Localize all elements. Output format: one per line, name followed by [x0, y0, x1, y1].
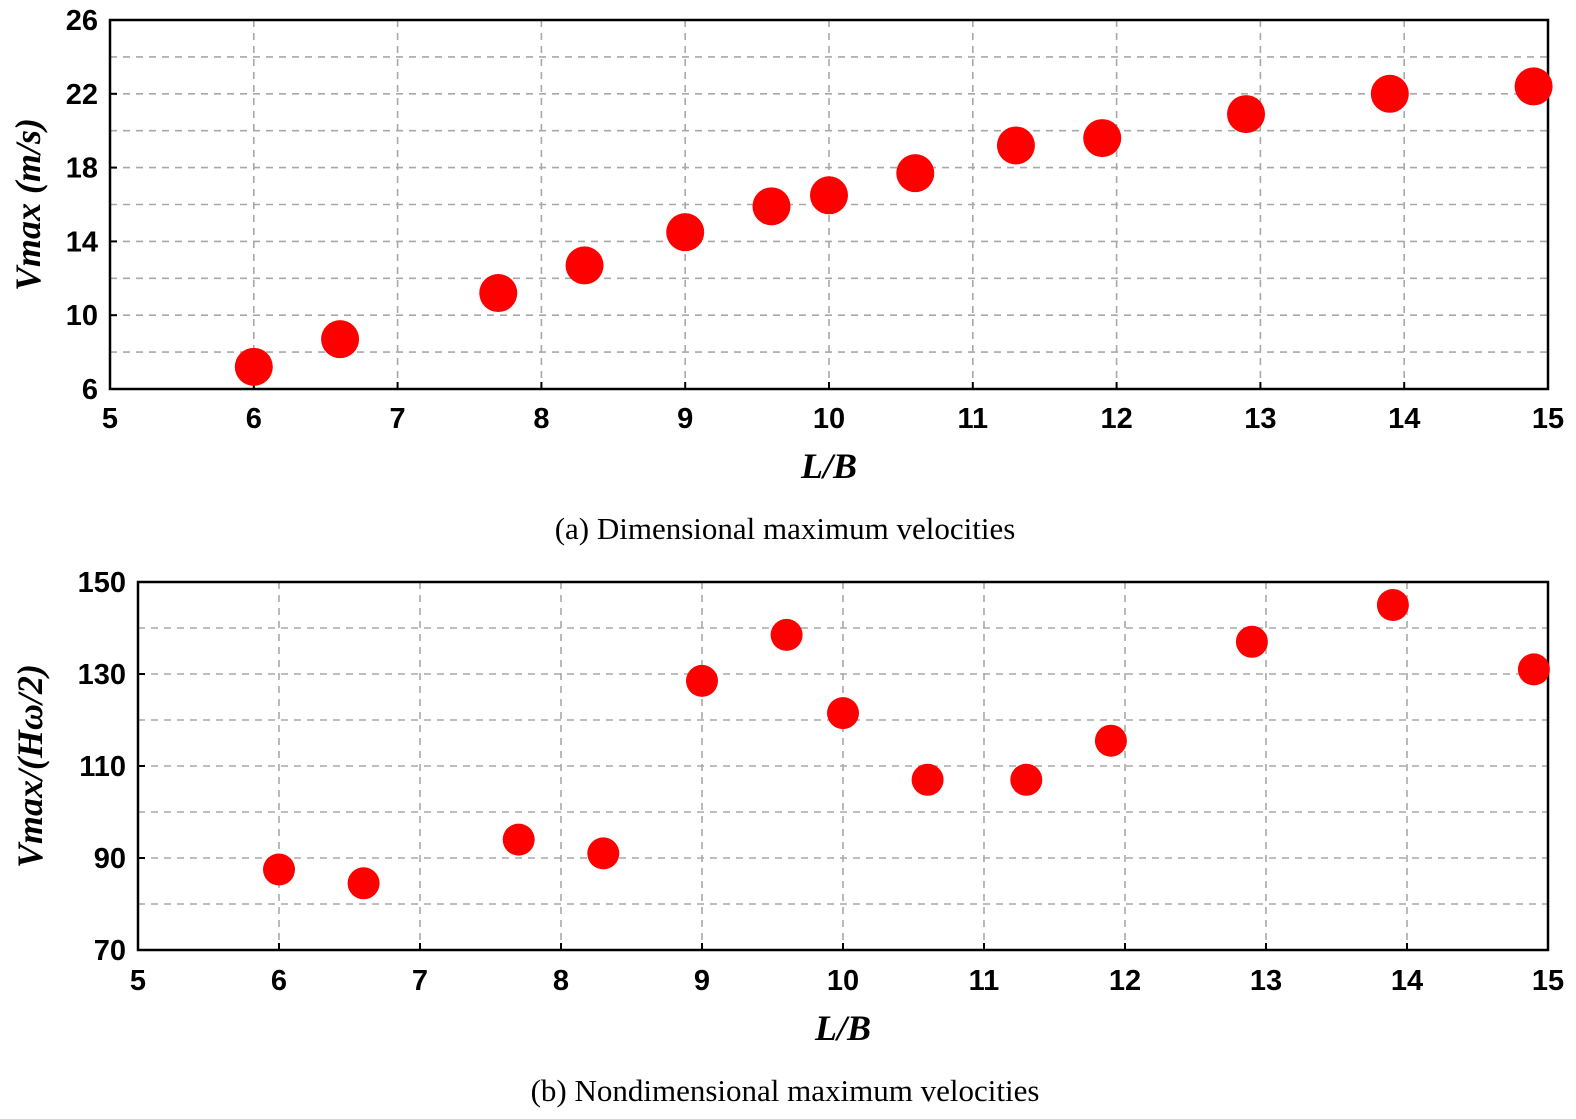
x-tick-label: 15	[1532, 965, 1564, 997]
chart-panel-b: 5 6 7 8 9 10 11 12 13 14 15 70 90 110 130 150 L/B Vmax/(H…	[10, 567, 1564, 1108]
data-point	[347, 867, 380, 900]
y-tick-label: 26	[66, 5, 98, 37]
x-tick-label: 5	[130, 965, 146, 997]
x-tick-label: 14	[1388, 403, 1420, 435]
data-point	[752, 187, 791, 226]
data-point	[1227, 95, 1266, 134]
y-tick-label: 90	[94, 843, 126, 875]
grid-lines	[110, 20, 1548, 389]
data-point	[827, 697, 859, 730]
y-axis-label: Vmax/(Hω/2)	[10, 664, 50, 868]
data-point	[1010, 763, 1043, 796]
x-tick-label: 10	[827, 965, 859, 997]
grid-lines	[138, 582, 1548, 950]
x-tick-label: 9	[694, 965, 710, 997]
y-tick-label: 70	[94, 935, 126, 967]
y-tick-label: 18	[66, 153, 98, 185]
y-tick-label: 14	[66, 226, 98, 258]
x-tick-label: 12	[1109, 965, 1141, 997]
x-tick-label: 9	[677, 403, 693, 435]
data-point	[770, 618, 803, 651]
data-point	[1094, 724, 1127, 757]
data-point	[321, 320, 360, 359]
data-point	[1514, 67, 1553, 106]
y-tick-label: 10	[66, 300, 98, 332]
data-point	[1517, 653, 1550, 686]
figure-caption: (a) Dimensional maximum velocities	[555, 511, 1016, 546]
data-point	[587, 837, 620, 870]
y-tick-label: 150	[78, 567, 126, 599]
figure-caption: (b) Nondimensional maximum velocities	[531, 1073, 1040, 1108]
data-point	[502, 823, 535, 856]
x-tick-label: 6	[271, 965, 287, 997]
x-tick-label: 8	[533, 403, 549, 435]
data-point	[810, 176, 848, 215]
y-tick-label: 6	[82, 374, 98, 406]
data-point	[911, 763, 944, 796]
y-tick-label: 110	[79, 751, 126, 783]
data-point	[565, 246, 604, 285]
x-tick-label: 8	[553, 965, 569, 997]
y-tick-label: 22	[66, 79, 98, 111]
data-point	[234, 347, 273, 386]
x-tick-label: 13	[1244, 403, 1276, 435]
x-tick-label: 13	[1250, 965, 1282, 997]
x-tick-label: 12	[1100, 403, 1132, 435]
y-axis-label: Vmax (m/s)	[8, 118, 48, 291]
data-point	[1083, 119, 1122, 158]
x-tick-label: 15	[1532, 403, 1564, 435]
data-point	[1370, 74, 1409, 113]
x-tick-label: 6	[246, 403, 262, 435]
data-point	[666, 213, 705, 252]
x-tick-label: 11	[969, 965, 1000, 997]
x-tick-label: 10	[813, 403, 845, 435]
x-tick-label: 14	[1391, 965, 1423, 997]
data-points	[234, 67, 1553, 386]
data-point	[686, 664, 718, 697]
x-tick-label: 7	[390, 403, 406, 435]
x-tick-label: 11	[957, 403, 988, 435]
data-point	[1376, 589, 1409, 621]
x-axis-label: L/B	[814, 1008, 871, 1048]
x-axis-label: L/B	[800, 446, 857, 486]
data-point	[263, 853, 295, 886]
data-point	[479, 274, 518, 313]
x-tick-label: 7	[412, 965, 428, 997]
data-point	[1235, 625, 1268, 658]
y-tick-label: 130	[78, 659, 126, 691]
x-tick-label: 5	[102, 403, 118, 435]
data-point	[896, 154, 935, 193]
data-points	[263, 589, 1550, 900]
data-point	[996, 126, 1035, 165]
